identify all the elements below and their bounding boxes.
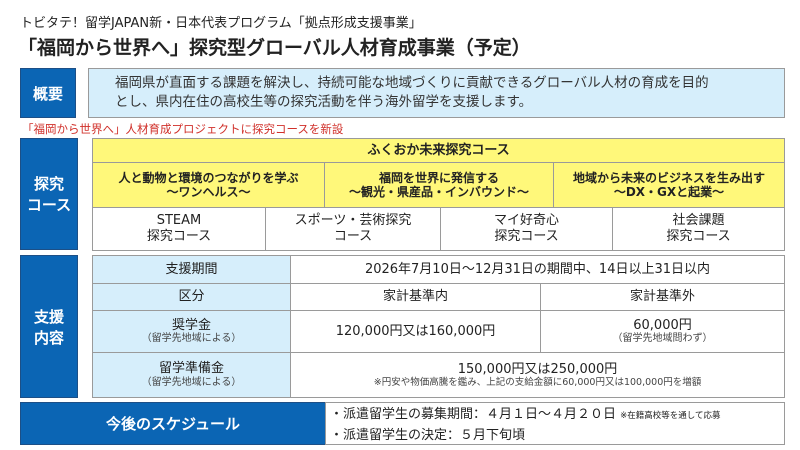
- page-title: 「福岡から世界へ」探究型グローバル人材育成事業（予定）: [18, 37, 531, 59]
- scholarship-outside-amount: 60,000円: [633, 317, 692, 333]
- course-line: スポーツ・芸術探究: [294, 213, 412, 229]
- prep-value: 150,000円又は250,000円 ※円安や物価高騰を鑑み、上記の支給金額に60…: [290, 352, 785, 398]
- schedule-decision: ・派遣留学生の決定：５月下旬頃: [330, 428, 526, 443]
- scholarship-label: 奨学金 （留学先地域による）: [92, 310, 291, 353]
- prep-title: 留学準備金: [158, 361, 224, 377]
- period-value: 2026年7月10日～12月31日の期間中、14日以上31日以内: [290, 255, 785, 284]
- schedule-note: ※在籍高校等を通して応募: [620, 411, 721, 421]
- scholarship-within: 120,000円又は160,000円: [290, 310, 541, 353]
- course-line: コース: [333, 229, 373, 244]
- category-label: 区分: [92, 283, 291, 311]
- period-label: 支援期間: [92, 255, 291, 284]
- overview-line: とし、県内在住の高校生等の探究活動を伴う海外留学を支援します。: [115, 94, 533, 110]
- courses-label: 探究 コース: [20, 138, 78, 250]
- overview-description: 福岡県が直面する課題を解決し、持続可能な地域づくりに貢献できるグローバル人材の育…: [88, 68, 785, 118]
- course-line: 探究コース: [146, 229, 212, 244]
- label-line: コース: [26, 196, 72, 214]
- theme-line: 福岡を世界に発信する: [378, 170, 499, 185]
- course-line: 社会課題: [672, 213, 725, 229]
- course-curiosity: マイ好奇心 探究コース: [440, 207, 613, 251]
- theme-line: 人と動物と環境のつながりを学ぶ: [118, 170, 299, 185]
- theme-line: ～観光・県産品・インバウンド～: [348, 185, 529, 199]
- theme-line: 地域から未来のビジネスを生み出す: [572, 170, 765, 185]
- theme-inbound: 福岡を世界に発信する ～観光・県産品・インバウンド～: [324, 162, 554, 208]
- theme-one-health: 人と動物と環境のつながりを学ぶ ～ワンヘルス～: [92, 162, 325, 208]
- new-course-notice: 「福岡から世界へ」人材育成プロジェクトに探究コースを新設: [22, 122, 344, 136]
- scholarship-title: 奨学金: [171, 317, 211, 333]
- schedule-recruitment: ・派遣留学生の募集期間：４月１日～４月２０日: [330, 407, 617, 422]
- course-line: STEAM: [156, 213, 202, 229]
- theme-business: 地域から未来のビジネスを生み出す ～DX・GXと起業～: [553, 162, 785, 208]
- prep-extra-note: ※円安や物価高騰を鑑み、上記の支給金額に60,000円又は100,000円を増額: [373, 377, 702, 389]
- course-line: マイ好奇心: [493, 213, 559, 229]
- overview-line: 福岡県が直面する課題を解決し、持続可能な地域づくりに貢献できるグローバル人材の育…: [115, 75, 709, 91]
- support-label: 支援 内容: [20, 255, 78, 398]
- prep-note: （留学先地域による）: [141, 376, 242, 388]
- label-line: 支援: [33, 307, 64, 326]
- scholarship-note: （留学先地域による）: [141, 333, 242, 345]
- fukuoka-course-title: ふくおか未来探究コース: [92, 138, 785, 163]
- course-sports-arts: スポーツ・芸術探究 コース: [265, 207, 441, 251]
- schedule-label: 今後のスケジュール: [20, 402, 326, 445]
- course-line: 探究コース: [666, 229, 731, 244]
- scholarship-outside-note: （留学先地域問わず）: [612, 333, 713, 345]
- schedule-details: ・派遣留学生の募集期間：４月１日～４月２０日 ※在籍高校等を通して応募 ・派遣留…: [325, 402, 785, 445]
- outside-header: 家計基準外: [540, 283, 785, 311]
- prep-amount: 150,000円又は250,000円: [457, 361, 618, 377]
- prep-label: 留学準備金 （留学先地域による）: [92, 352, 291, 398]
- label-line: 内容: [33, 328, 64, 347]
- label-line: 探究: [33, 175, 64, 193]
- course-steam: STEAM 探究コース: [92, 207, 266, 251]
- theme-line: ～DX・GXと起業～: [613, 185, 725, 199]
- theme-line: ～ワンヘルス～: [166, 185, 251, 199]
- overview-label: 概要: [20, 68, 76, 118]
- course-social: 社会課題 探究コース: [612, 207, 785, 251]
- page-subtitle: トビタテ！留学JAPAN新・日本代表プログラム「拠点形成支援事業」: [20, 16, 422, 31]
- scholarship-outside: 60,000円 （留学先地域問わず）: [540, 310, 785, 353]
- within-header: 家計基準内: [290, 283, 541, 311]
- course-line: 探究コース: [494, 229, 559, 244]
